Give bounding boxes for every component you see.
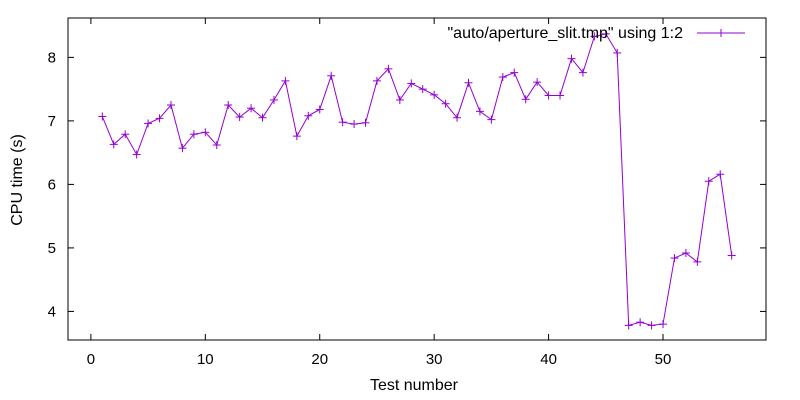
data-point (647, 321, 656, 330)
data-point (556, 91, 565, 100)
data-point (109, 140, 118, 149)
data-point (315, 105, 324, 114)
x-tick-label: 20 (311, 351, 328, 368)
data-point (533, 78, 542, 87)
data-point (155, 114, 164, 123)
data-point (590, 32, 599, 41)
data-point (235, 113, 244, 122)
y-tick-label: 8 (48, 49, 56, 66)
data-point (178, 144, 187, 153)
data-point (716, 170, 725, 179)
data-point (498, 73, 507, 82)
x-tick-label: 40 (540, 351, 557, 368)
data-point (247, 104, 256, 113)
data-point (441, 99, 450, 108)
data-point (395, 95, 404, 104)
data-point (624, 321, 633, 330)
x-tick-label: 10 (197, 351, 214, 368)
data-point (189, 130, 198, 139)
data-point (430, 90, 439, 99)
y-tick-label: 5 (48, 240, 56, 257)
x-axis-label: Test number (370, 377, 459, 394)
data-point (144, 119, 153, 128)
x-tick-label: 50 (655, 351, 672, 368)
data-point (166, 101, 175, 110)
series-group (98, 29, 736, 330)
x-axis: 0 10 20 30 40 50 (87, 18, 672, 368)
data-point (350, 120, 359, 129)
data-point (659, 320, 668, 329)
series-line (101, 33, 733, 327)
data-point (475, 107, 484, 116)
y-axis: 4 5 6 7 8 (48, 49, 766, 320)
data-point (281, 76, 290, 85)
data-point (453, 113, 462, 122)
data-point (670, 254, 679, 263)
legend: "auto/aperture_slit.tmp" using 1:2 (448, 25, 745, 42)
data-point (407, 79, 416, 88)
data-point (292, 132, 301, 141)
data-point (258, 113, 267, 122)
legend-label: "auto/aperture_slit.tmp" using 1:2 (448, 25, 684, 42)
data-point (132, 150, 141, 159)
data-point (418, 85, 427, 94)
data-point (212, 141, 221, 150)
y-axis-label: CPU time (s) (9, 134, 26, 226)
data-point (372, 76, 381, 85)
data-point (578, 68, 587, 77)
data-point (121, 130, 130, 139)
y-tick-label: 6 (48, 176, 56, 193)
data-point (327, 71, 336, 80)
data-point (224, 101, 233, 110)
x-tick-label: 30 (426, 351, 443, 368)
data-point (304, 111, 313, 120)
data-point (693, 257, 702, 266)
data-point (567, 54, 576, 63)
data-point (681, 248, 690, 257)
data-point (338, 118, 347, 127)
data-point (521, 95, 530, 104)
data-point (544, 91, 553, 100)
data-point (201, 128, 210, 137)
y-tick-label: 7 (48, 113, 56, 130)
data-point (384, 64, 393, 73)
data-point (601, 29, 610, 38)
data-point (510, 68, 519, 77)
data-point (487, 115, 496, 124)
x-tick-label: 0 (87, 351, 95, 368)
data-point (98, 112, 107, 121)
data-point (361, 118, 370, 127)
data-point (269, 95, 278, 104)
data-point (636, 318, 645, 327)
data-point (464, 78, 473, 87)
data-point (704, 177, 713, 186)
legend-sample (697, 29, 745, 37)
data-point (727, 251, 736, 260)
data-point (613, 48, 622, 57)
plot-frame (67, 17, 767, 341)
y-tick-label: 4 (48, 303, 56, 320)
